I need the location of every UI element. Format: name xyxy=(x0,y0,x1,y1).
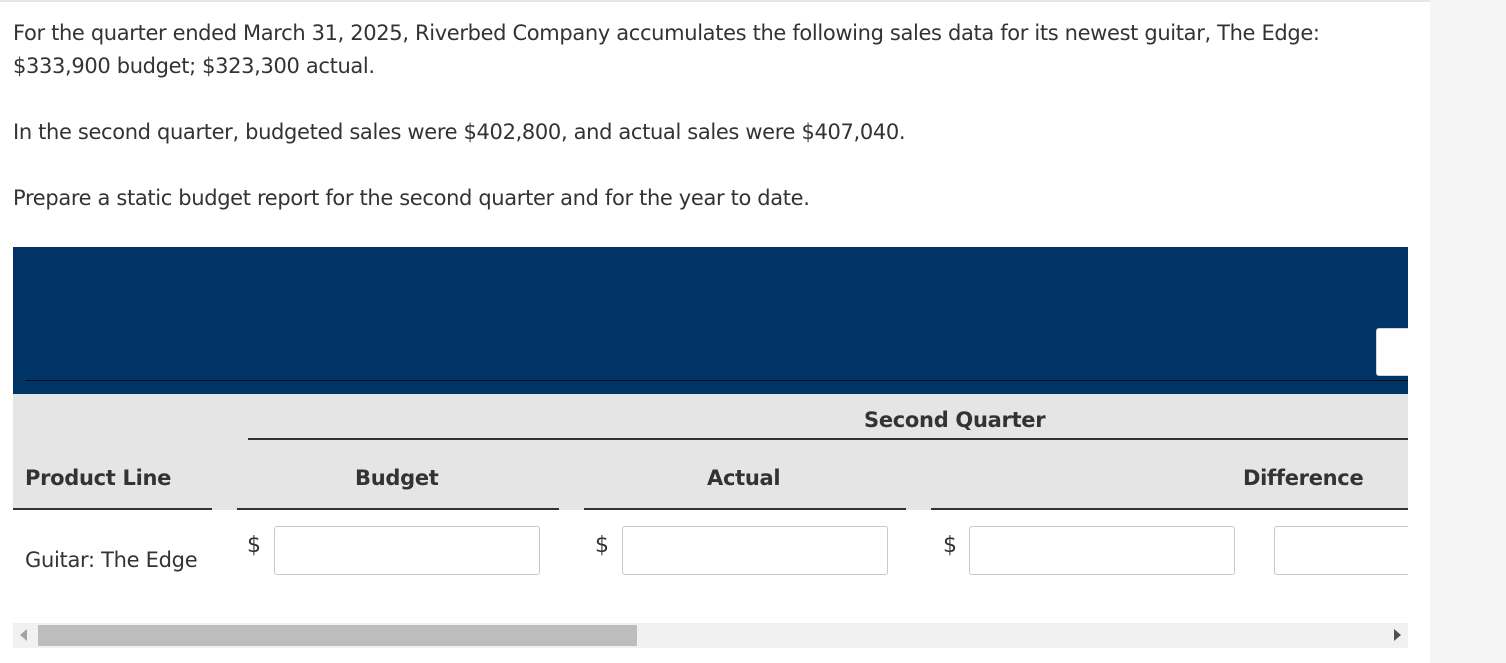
scrollbar-thumb[interactable] xyxy=(38,625,637,646)
budget-input[interactable] xyxy=(274,526,540,575)
problem-statement-intro: For the quarter ended March 31, 2025, Ri… xyxy=(13,21,1320,78)
horizontal-scrollbar[interactable] xyxy=(13,623,1408,648)
difference-input[interactable] xyxy=(969,526,1235,575)
triangle-right-icon[interactable] xyxy=(1394,629,1401,641)
actual-rule xyxy=(584,508,906,510)
second-quarter-underline xyxy=(248,438,1408,440)
problem-instruction: Prepare a static budget report for the s… xyxy=(13,186,810,210)
product-line-rule xyxy=(13,508,212,510)
product-line-header: Product Line xyxy=(25,466,172,490)
budget-currency-symbol: $ xyxy=(247,533,261,558)
table-title-banner xyxy=(13,247,1408,394)
difference-rule xyxy=(931,508,1408,510)
banner-divider xyxy=(25,380,1408,381)
top-divider xyxy=(0,0,1430,2)
banner-title-input[interactable] xyxy=(1376,328,1408,376)
problem-statement-second-quarter: In the second quarter, budgeted sales we… xyxy=(13,120,906,144)
difference-currency-symbol: $ xyxy=(943,533,957,558)
budget-header: Budget xyxy=(355,466,439,490)
page-gutter xyxy=(1430,0,1506,663)
difference-header: Difference xyxy=(1243,466,1364,490)
table-header xyxy=(13,394,1408,510)
row-label-guitar-the-edge: Guitar: The Edge xyxy=(25,548,198,572)
budget-rule xyxy=(237,508,559,510)
difference-status-input[interactable] xyxy=(1274,526,1408,575)
actual-currency-symbol: $ xyxy=(595,533,609,558)
actual-header: Actual xyxy=(707,466,781,490)
second-quarter-header: Second Quarter xyxy=(864,408,1046,432)
actual-input[interactable] xyxy=(622,526,888,575)
triangle-left-icon[interactable] xyxy=(20,629,27,641)
